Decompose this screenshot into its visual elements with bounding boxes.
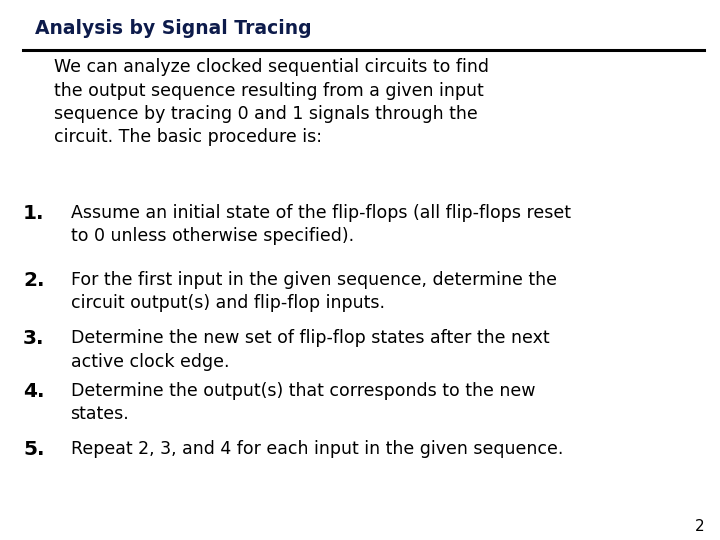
Text: For the first input in the given sequence, determine the
circuit output(s) and f: For the first input in the given sequenc…	[71, 271, 557, 313]
Text: Determine the new set of flip-flop states after the next
active clock edge.: Determine the new set of flip-flop state…	[71, 329, 549, 371]
Text: 1.: 1.	[23, 204, 45, 223]
Text: 2: 2	[695, 518, 704, 534]
Text: Assume an initial state of the flip-flops (all flip-flops reset
to 0 unless othe: Assume an initial state of the flip-flop…	[71, 204, 570, 246]
Text: Determine the output(s) that corresponds to the new
states.: Determine the output(s) that corresponds…	[71, 382, 535, 423]
Text: 2.: 2.	[23, 271, 45, 290]
Text: Analysis by Signal Tracing: Analysis by Signal Tracing	[35, 19, 311, 38]
Text: We can analyze clocked sequential circuits to find
the output sequence resulting: We can analyze clocked sequential circui…	[54, 58, 489, 146]
Text: 5.: 5.	[23, 440, 45, 459]
Text: 4.: 4.	[23, 382, 45, 401]
Text: 3.: 3.	[23, 329, 45, 348]
Text: Repeat 2, 3, and 4 for each input in the given sequence.: Repeat 2, 3, and 4 for each input in the…	[71, 440, 563, 458]
